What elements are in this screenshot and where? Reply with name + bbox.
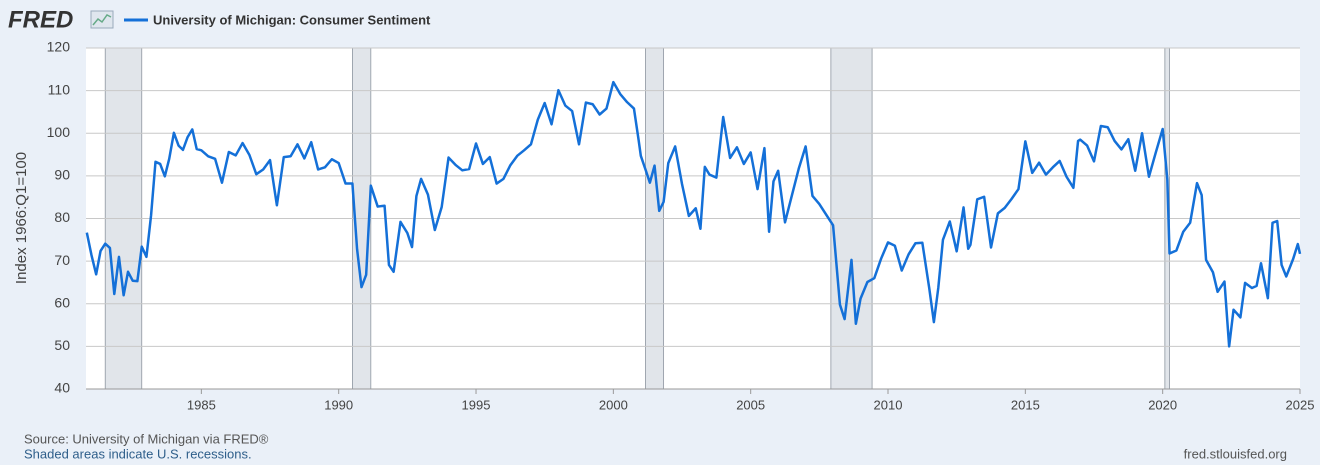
y-tick-label: 70 <box>54 252 70 268</box>
y-tick-label: 120 <box>47 39 71 55</box>
site-url: fred.stlouisfed.org <box>1184 446 1287 461</box>
x-tick-label: 2025 <box>1286 397 1315 412</box>
legend-label: University of Michigan: Consumer Sentime… <box>153 12 431 27</box>
y-tick-label: 40 <box>54 380 70 396</box>
x-tick-label: 1995 <box>462 397 491 412</box>
series-line <box>85 80 1302 348</box>
x-tick-label: 2015 <box>1011 397 1040 412</box>
x-tick-label: 1990 <box>324 397 353 412</box>
logo-icon <box>90 10 114 29</box>
y-tick-label: 80 <box>54 209 70 225</box>
source-note: Source: University of Michigan via FRED® <box>24 431 269 446</box>
y-tick-label: 110 <box>48 81 71 97</box>
x-tick-label: 2005 <box>736 397 765 412</box>
x-tick-label: 2020 <box>1148 397 1177 412</box>
recession-note: Shaded areas indicate U.S. recessions. <box>24 446 252 461</box>
x-tick-label: 2010 <box>874 397 903 412</box>
y-tick-label: 100 <box>47 124 71 140</box>
y-tick-label: 50 <box>54 337 70 353</box>
y-tick-label: 90 <box>54 167 70 183</box>
y-axis-title: Index 1966:Q1=100 <box>13 152 30 284</box>
y-tick-label: 60 <box>54 294 70 310</box>
x-tick-label: 1985 <box>187 397 216 412</box>
logo: FRED <box>8 6 73 33</box>
x-tick-label: 2000 <box>599 397 628 412</box>
